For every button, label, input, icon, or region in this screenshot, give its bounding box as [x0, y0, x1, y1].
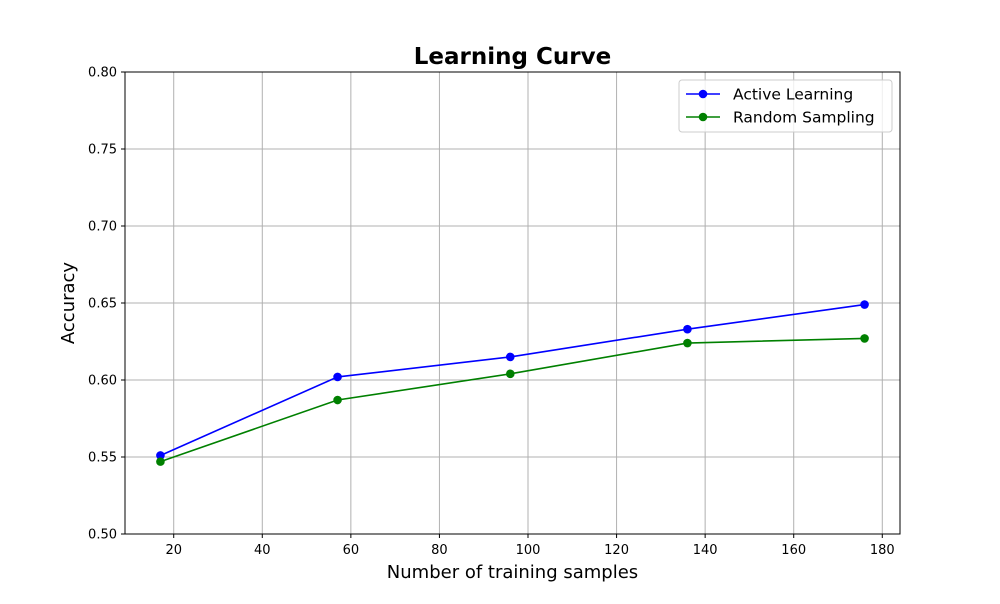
- data-point-active-learning: [156, 451, 165, 460]
- y-tick-label: 0.60: [88, 374, 117, 389]
- y-axis-label: Accuracy: [58, 262, 79, 345]
- legend-swatch-marker-random-sampling: [698, 112, 708, 122]
- x-tick-label: 160: [781, 543, 806, 558]
- legend: Active Learning Random Sampling: [678, 79, 893, 133]
- legend-swatch-marker-active-learning: [698, 89, 708, 99]
- data-point-random-sampling: [505, 369, 515, 379]
- legend-box: [678, 79, 893, 133]
- x-tick-label: 120: [604, 543, 629, 558]
- x-tick-label: 60: [343, 543, 360, 558]
- x-tick-label: 140: [693, 543, 718, 558]
- data-point-active-learning: [505, 352, 515, 362]
- ticks-layer: 20 40 60 80 100 120 140 160 180 0.50 0.55 0.60 0.65 0…: [88, 66, 895, 559]
- data-point-random-sampling: [683, 338, 692, 348]
- chart-title: Learning Curve: [414, 44, 611, 70]
- x-tick-label: 40: [254, 543, 271, 558]
- data-point-random-sampling: [333, 395, 342, 405]
- data-point-active-learning: [683, 324, 692, 334]
- x-tick-label: 80: [431, 543, 448, 558]
- x-tick-label: 100: [516, 543, 541, 558]
- legend-label-random-sampling: Random Sampling: [733, 109, 875, 127]
- x-tick-label: 20: [165, 543, 182, 558]
- y-tick-label: 0.50: [88, 528, 117, 543]
- y-tick-label: 0.80: [88, 66, 117, 81]
- data-point-active-learning: [333, 372, 342, 382]
- data-point-random-sampling: [156, 457, 165, 466]
- x-tick-label: 180: [870, 543, 895, 558]
- y-tick-label: 0.55: [88, 451, 117, 466]
- series-layer: [156, 300, 869, 466]
- data-point-active-learning: [860, 300, 869, 309]
- x-axis-label: Number of training samples: [387, 562, 638, 583]
- y-tick-label: 0.75: [88, 143, 117, 158]
- y-tick-label: 0.65: [88, 297, 117, 312]
- y-tick-label: 0.70: [88, 220, 117, 235]
- legend-label-active-learning: Active Learning: [733, 86, 853, 104]
- data-point-random-sampling: [860, 334, 869, 343]
